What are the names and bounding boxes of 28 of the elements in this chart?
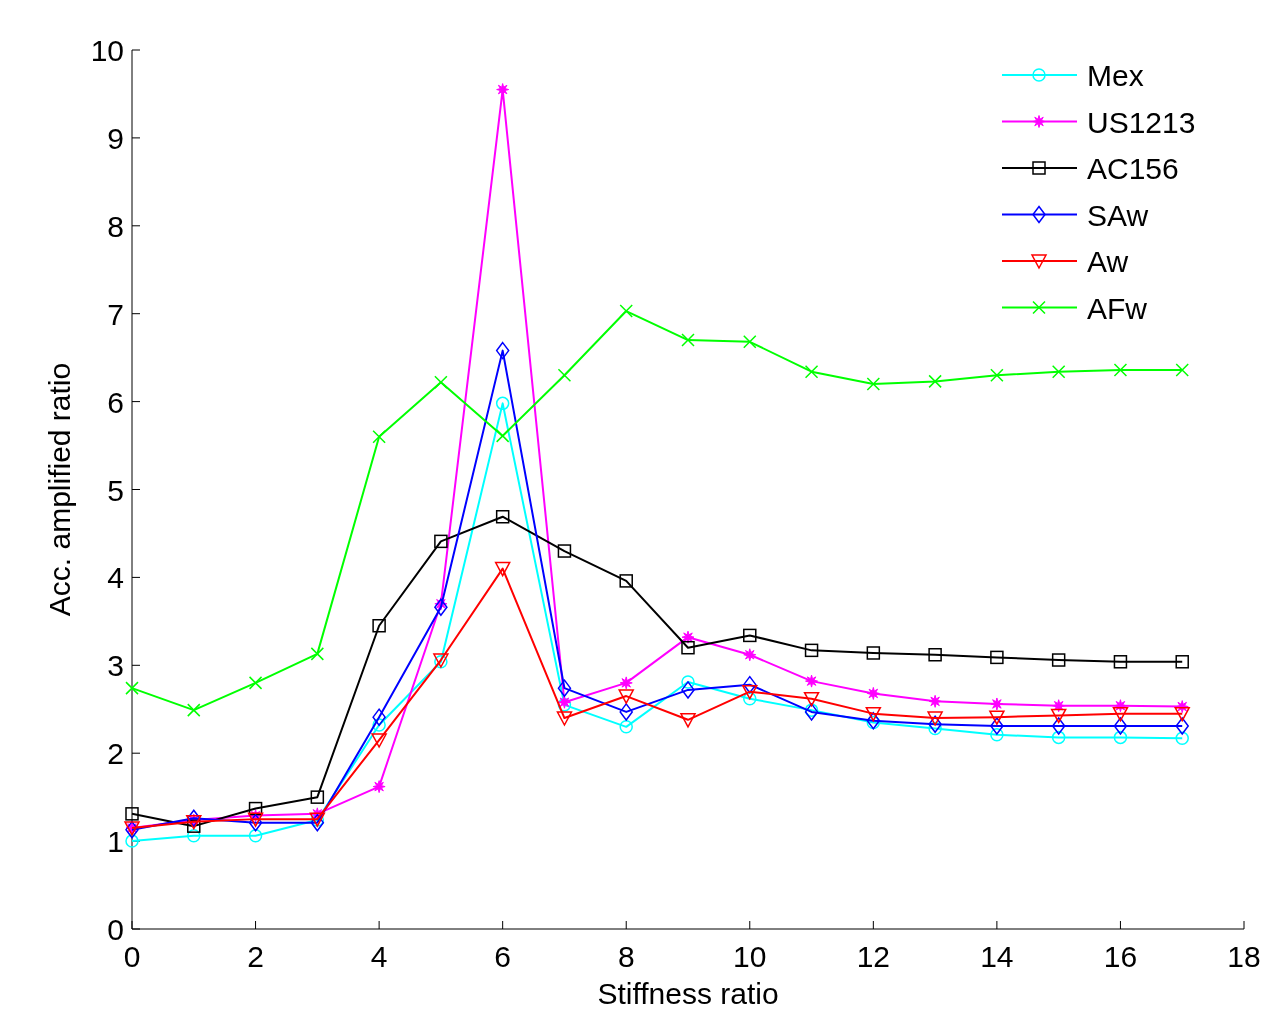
x-tick-label: 2 [247, 940, 264, 973]
x-tick-label: 12 [856, 940, 891, 973]
x-tick-label: 18 [1227, 940, 1261, 973]
legend-label: Aw [1087, 245, 1129, 278]
y-tick-label: 0 [107, 913, 124, 946]
y-tick-label: 9 [107, 121, 124, 155]
y-tick-label: 10 [90, 34, 124, 67]
y-tick-label: 8 [107, 209, 124, 243]
y-tick-label: 3 [107, 649, 124, 683]
y-tick-label: 2 [107, 737, 124, 771]
y-tick-label: 6 [107, 385, 124, 419]
x-tick-label: 10 [733, 940, 767, 973]
y-tick-label: 7 [107, 297, 124, 331]
x-tick-label: 14 [980, 940, 1014, 973]
x-tick-label: 4 [370, 940, 388, 973]
x-tick-label: 6 [494, 940, 512, 973]
x-tick-label: 16 [1103, 940, 1138, 973]
legend-label: AFw [1087, 291, 1148, 325]
x-axis-title: Stiffness ratio [597, 977, 779, 1010]
y-axis-title: Acc. amplified ratio [43, 362, 76, 617]
legend-label: SAw [1087, 198, 1149, 232]
y-tick-label: 5 [107, 473, 124, 507]
x-tick-label: 8 [617, 940, 635, 973]
legend-label: AC156 [1087, 152, 1179, 185]
legend-label: Mex [1087, 59, 1144, 92]
legend-label: US1213 [1087, 105, 1196, 139]
y-tick-label: 4 [107, 561, 124, 595]
y-tick-label: 1 [107, 825, 124, 859]
